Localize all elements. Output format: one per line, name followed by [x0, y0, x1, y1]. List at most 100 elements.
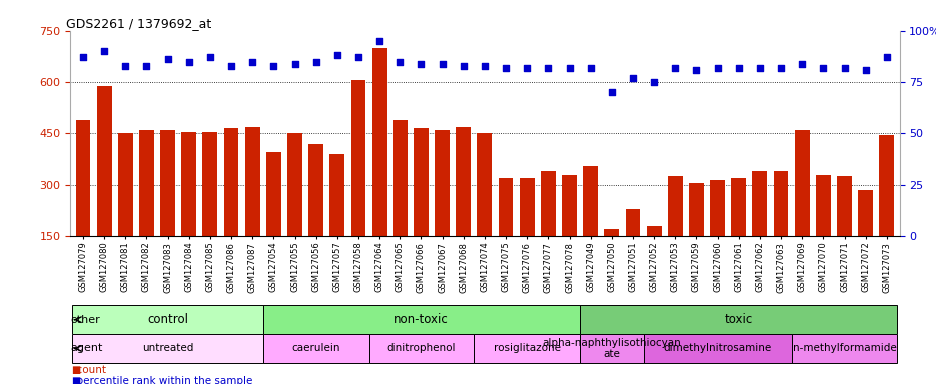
- Bar: [118, 133, 133, 288]
- Point: [329, 52, 344, 58]
- Point: [625, 75, 640, 81]
- Bar: [76, 120, 90, 288]
- Bar: [474, 334, 579, 363]
- Bar: [498, 178, 513, 288]
- Point: [224, 63, 239, 69]
- Point: [160, 56, 175, 63]
- Bar: [582, 166, 597, 288]
- Bar: [329, 154, 344, 288]
- Bar: [414, 128, 429, 288]
- Bar: [773, 171, 787, 288]
- Text: alpha-naphthylisothiocyan
ate: alpha-naphthylisothiocyan ate: [542, 338, 680, 359]
- Bar: [643, 334, 791, 363]
- Point: [667, 65, 682, 71]
- Text: dimethylnitrosamine: dimethylnitrosamine: [663, 343, 771, 354]
- Bar: [139, 130, 154, 288]
- Text: GDS2261 / 1379692_at: GDS2261 / 1379692_at: [66, 17, 212, 30]
- Bar: [794, 130, 809, 288]
- Bar: [286, 133, 301, 288]
- Point: [582, 65, 597, 71]
- Text: untreated: untreated: [141, 343, 193, 354]
- Point: [76, 55, 91, 61]
- Bar: [667, 176, 682, 288]
- Bar: [791, 334, 897, 363]
- Point: [604, 89, 619, 95]
- Text: agent: agent: [70, 343, 103, 354]
- Text: other: other: [70, 314, 100, 325]
- Point: [773, 65, 788, 71]
- Point: [476, 63, 491, 69]
- Bar: [477, 133, 491, 288]
- Point: [434, 61, 449, 67]
- Bar: [731, 178, 745, 288]
- Text: ■: ■: [71, 376, 80, 384]
- Bar: [879, 135, 893, 288]
- Bar: [368, 334, 474, 363]
- Point: [286, 61, 301, 67]
- Point: [498, 65, 513, 71]
- Point: [96, 48, 111, 54]
- Bar: [392, 120, 407, 288]
- Bar: [262, 334, 368, 363]
- Point: [202, 55, 217, 61]
- Bar: [72, 305, 262, 334]
- Bar: [709, 180, 724, 288]
- Text: ■: ■: [71, 365, 80, 375]
- Point: [266, 63, 281, 69]
- Point: [646, 79, 661, 85]
- Bar: [160, 130, 175, 288]
- Bar: [519, 178, 534, 288]
- Text: rosiglitazone: rosiglitazone: [493, 343, 560, 354]
- Bar: [372, 48, 387, 288]
- Point: [118, 63, 133, 69]
- Bar: [579, 334, 643, 363]
- Bar: [836, 176, 851, 288]
- Bar: [182, 132, 196, 288]
- Bar: [688, 183, 703, 288]
- Bar: [350, 80, 365, 288]
- Text: count: count: [70, 365, 106, 375]
- Bar: [752, 171, 767, 288]
- Point: [372, 38, 387, 44]
- Bar: [815, 174, 830, 288]
- Point: [350, 55, 365, 61]
- Bar: [456, 127, 471, 288]
- Text: control: control: [147, 313, 188, 326]
- Text: n-methylformamide: n-methylformamide: [792, 343, 896, 354]
- Point: [709, 65, 724, 71]
- Text: caerulein: caerulein: [291, 343, 340, 354]
- Bar: [646, 226, 661, 288]
- Point: [688, 67, 703, 73]
- Bar: [96, 86, 111, 288]
- Point: [540, 65, 555, 71]
- Text: dinitrophenol: dinitrophenol: [387, 343, 456, 354]
- Bar: [244, 127, 259, 288]
- Point: [414, 61, 429, 67]
- Point: [562, 65, 577, 71]
- Point: [139, 63, 154, 69]
- Text: percentile rank within the sample: percentile rank within the sample: [70, 376, 253, 384]
- Point: [878, 55, 893, 61]
- Bar: [266, 152, 281, 288]
- Bar: [202, 132, 217, 288]
- Bar: [434, 130, 449, 288]
- Bar: [262, 305, 579, 334]
- Text: toxic: toxic: [724, 313, 752, 326]
- Point: [244, 58, 259, 65]
- Point: [815, 65, 830, 71]
- Point: [392, 58, 407, 65]
- Point: [836, 65, 851, 71]
- Bar: [579, 305, 897, 334]
- Bar: [625, 209, 639, 288]
- Text: non-toxic: non-toxic: [394, 313, 448, 326]
- Point: [794, 61, 809, 67]
- Point: [730, 65, 745, 71]
- Point: [308, 58, 323, 65]
- Bar: [72, 334, 262, 363]
- Point: [857, 67, 872, 73]
- Bar: [540, 171, 555, 288]
- Bar: [224, 128, 238, 288]
- Point: [752, 65, 767, 71]
- Point: [456, 63, 471, 69]
- Bar: [604, 229, 619, 288]
